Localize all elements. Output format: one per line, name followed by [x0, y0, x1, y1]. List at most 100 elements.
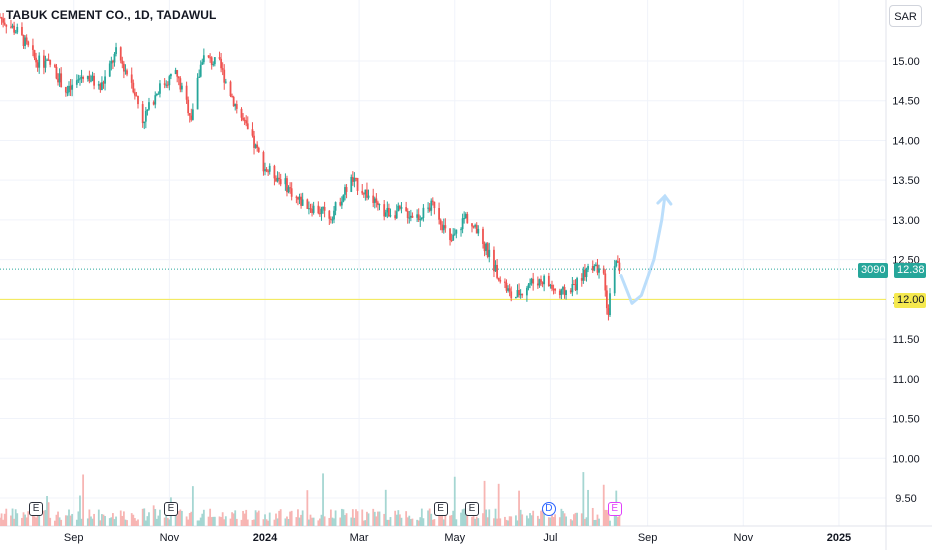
volume-bar	[190, 511, 193, 526]
volume-bar	[496, 518, 499, 526]
candle-body	[68, 85, 70, 93]
earnings-marker[interactable]: E	[163, 502, 178, 516]
volume-bar	[278, 510, 281, 526]
volume-bar	[510, 516, 513, 526]
volume-bar	[135, 520, 138, 526]
candle-body	[159, 83, 161, 94]
candle-body	[411, 215, 414, 218]
volume-bar	[102, 514, 105, 526]
volume-bar	[475, 516, 478, 526]
candle-body	[422, 207, 425, 218]
candle-body	[148, 102, 150, 110]
candle-body	[5, 24, 8, 27]
candle-body	[350, 176, 353, 192]
currency-button[interactable]: SAR	[889, 5, 922, 27]
volume-bar	[408, 515, 411, 526]
volume-bar	[36, 515, 39, 526]
candle-body	[543, 275, 546, 285]
candle-body	[108, 63, 111, 77]
volume-bar	[3, 513, 6, 526]
candle-body	[317, 205, 320, 214]
volume-bar	[113, 519, 116, 526]
candle-body	[155, 93, 158, 96]
candle-body	[231, 96, 233, 98]
dividend-marker[interactable]: D	[541, 502, 556, 516]
candle-body	[196, 77, 199, 110]
candle-body	[355, 177, 357, 179]
candle-body	[60, 73, 63, 88]
candle-body	[240, 108, 243, 118]
candle-body	[428, 207, 431, 211]
volume-bar	[133, 518, 136, 526]
candle-body	[154, 95, 157, 105]
volume-bar	[185, 516, 188, 526]
candle-body	[540, 279, 542, 283]
volume-bar	[384, 489, 387, 526]
candle-body	[245, 120, 248, 124]
volume-bar	[430, 513, 433, 526]
volume-bar	[165, 515, 168, 526]
candle-body	[364, 189, 367, 195]
candle-body	[102, 82, 105, 84]
candle-body	[121, 60, 124, 64]
candle-body	[549, 284, 552, 286]
candle-body	[613, 266, 616, 294]
candle-body	[471, 223, 473, 227]
candle-body	[301, 199, 304, 206]
candle-body	[224, 81, 227, 83]
volume-bar	[339, 517, 342, 526]
volume-bar	[405, 511, 408, 526]
volume-bar	[279, 509, 282, 526]
volume-bar	[110, 517, 113, 526]
volume-bar	[268, 512, 271, 526]
volume-bar	[602, 484, 605, 526]
candle-body	[504, 281, 506, 283]
volume-bar	[519, 509, 522, 526]
volume-bar	[209, 508, 212, 526]
candle-body	[287, 187, 290, 193]
volume-bar	[224, 516, 227, 526]
candle-body	[24, 37, 26, 46]
volume-bar	[420, 508, 423, 526]
volume-bar	[464, 512, 467, 526]
volume-bar	[220, 517, 223, 526]
candle-body	[519, 293, 522, 296]
candle-body	[99, 84, 102, 91]
candle-body	[126, 70, 128, 75]
volume-bar	[317, 520, 320, 526]
candle-body	[328, 210, 331, 219]
volume-bar	[598, 518, 600, 526]
earnings-marker[interactable]: E	[607, 502, 622, 516]
candle-body	[372, 195, 375, 203]
price-axis-label: 14.50	[892, 96, 920, 108]
candle-body	[212, 64, 215, 66]
candle-body	[461, 218, 464, 230]
volume-bar	[53, 520, 56, 526]
volume-bar	[551, 508, 553, 526]
candle-body	[541, 282, 544, 285]
volume-bar	[33, 516, 36, 526]
earnings-marker[interactable]: E	[29, 502, 44, 516]
candle-body	[152, 102, 155, 105]
earnings-marker[interactable]: E	[433, 502, 448, 516]
volume-bar	[356, 511, 359, 526]
volume-bar	[342, 509, 345, 526]
volume-bar	[289, 511, 292, 526]
candle-body	[135, 95, 138, 97]
earnings-marker[interactable]: E	[465, 502, 479, 516]
volume-bar	[419, 517, 422, 526]
candle-body	[547, 275, 550, 286]
candle-body	[366, 189, 368, 198]
volume-bar	[196, 520, 199, 526]
volume-bar	[240, 519, 243, 526]
candle-body	[157, 93, 160, 95]
candle-body	[243, 119, 246, 121]
candle-body	[33, 49, 36, 58]
volume-bar	[350, 517, 353, 526]
volume-bar	[530, 515, 533, 526]
candle-body	[79, 78, 81, 80]
candle-body	[284, 178, 287, 185]
volume-bar	[188, 513, 191, 526]
candle-body	[386, 207, 389, 213]
